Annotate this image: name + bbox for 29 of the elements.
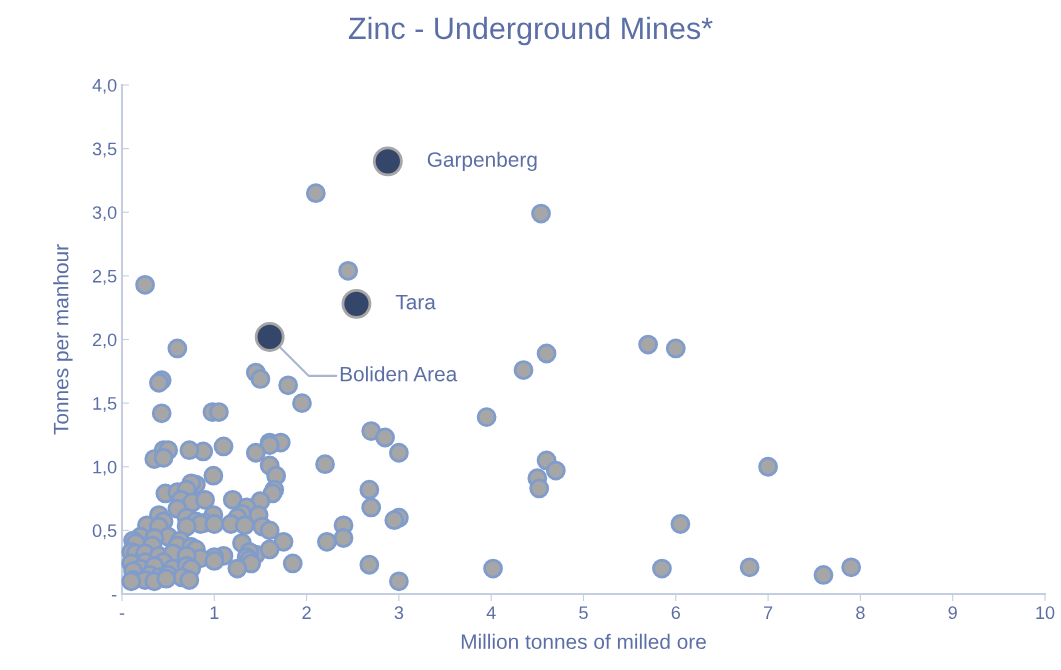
x-tick-label: 8 <box>856 606 865 620</box>
x-tick-label: 9 <box>948 606 957 620</box>
y-tick-label: 2,5 <box>92 269 117 285</box>
chart-title: Zinc - Underground Mines* <box>348 16 713 46</box>
x-tick-label: 10 <box>1036 606 1055 620</box>
x-tick-label: 3 <box>394 606 404 620</box>
annotation: Boliden Area <box>340 366 458 382</box>
x-tick-label: 4 <box>486 606 496 619</box>
x-tick-label: 6 <box>671 606 681 620</box>
y-tick-label: - <box>111 595 117 597</box>
x-tick-label: - <box>119 613 125 615</box>
y-tick-label: 1,0 <box>93 460 117 476</box>
point <box>254 322 285 352</box>
y-tick-label: 4,0 <box>92 78 117 94</box>
y-tick-label: 0,5 <box>92 524 117 540</box>
x-axis-title: Million tonnes of milled ore <box>461 633 706 650</box>
point <box>341 288 372 319</box>
y-tick-label: 2,0 <box>92 333 117 349</box>
y-tick-label: 3,0 <box>92 206 117 222</box>
x-tick-label: 2 <box>302 606 311 619</box>
annotation: Tara <box>395 294 436 310</box>
x-tick-label: 7 <box>764 606 773 619</box>
y-axis-title: Tonnes per manhour <box>53 244 73 435</box>
y-tick-label: 1,5 <box>93 397 117 412</box>
annotation: Garpenberg <box>427 151 537 172</box>
x-tick-label: 1 <box>210 606 219 619</box>
point <box>372 146 403 177</box>
x-tick-label: 5 <box>579 606 588 620</box>
y-tick-label: 3,5 <box>92 142 117 158</box>
